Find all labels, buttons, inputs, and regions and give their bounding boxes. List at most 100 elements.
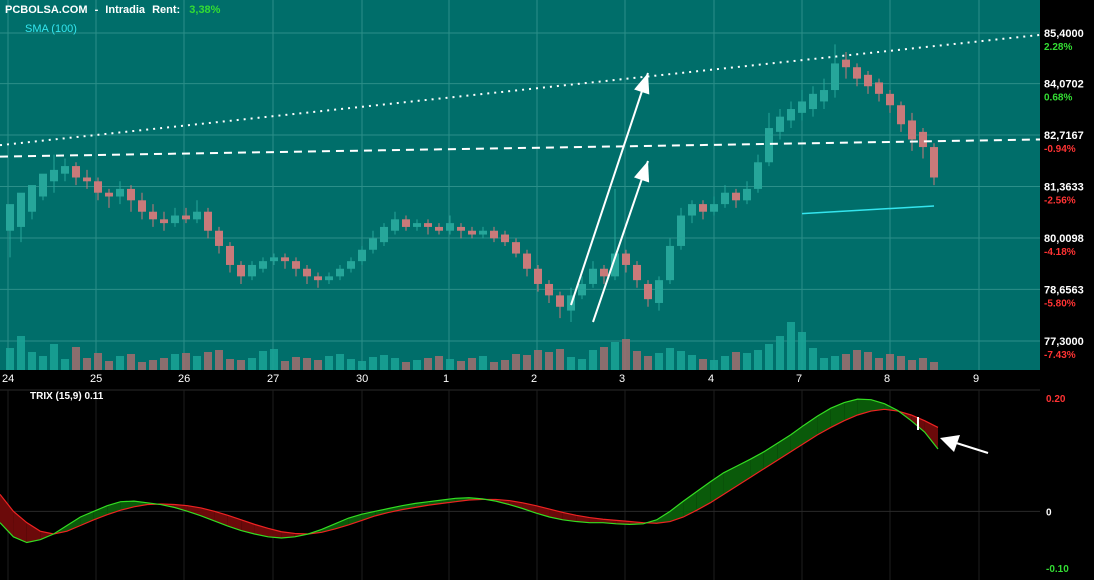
trix-fill xyxy=(388,505,402,513)
volume-bar xyxy=(380,355,388,370)
price-grid xyxy=(0,0,1040,370)
candle xyxy=(226,245,234,265)
volume-bar xyxy=(292,357,300,370)
pct-tick: -2.56% xyxy=(1044,195,1076,206)
candle xyxy=(325,276,333,281)
candle xyxy=(259,261,267,269)
candle xyxy=(545,283,553,296)
trix-fill xyxy=(321,523,335,533)
volume-bar xyxy=(831,356,839,370)
volume-bar xyxy=(94,353,102,370)
price-axis: 85,4000 2.28% 84,0702 0.68% 82,7167 -0.94% 81,… xyxy=(1044,28,1084,361)
volume-bar xyxy=(501,360,509,370)
volume-bar xyxy=(314,360,322,370)
volume-bar xyxy=(336,354,344,370)
candle xyxy=(369,238,377,250)
candle xyxy=(171,215,179,224)
candle xyxy=(413,223,421,227)
mode-label: Intradia xyxy=(105,4,146,16)
volume-bar xyxy=(50,344,58,370)
volume-bar xyxy=(193,356,201,370)
candle xyxy=(501,234,509,243)
volume-bar xyxy=(622,339,630,370)
volume-bar xyxy=(127,354,135,370)
candle xyxy=(127,188,135,201)
candle xyxy=(193,211,201,220)
volume-bar xyxy=(237,360,245,370)
price-panel[interactable] xyxy=(0,0,1040,370)
pct-tick: 2.28% xyxy=(1044,42,1072,53)
volume-bar xyxy=(930,362,938,370)
date-axis xyxy=(0,370,1040,388)
volume-bar xyxy=(325,356,333,370)
volume-bar xyxy=(490,362,498,370)
price-tick: 84,0702 xyxy=(1044,79,1084,91)
rent-label: Rent: xyxy=(152,4,180,16)
sma-legend: SMA (100) xyxy=(25,23,77,35)
candle xyxy=(303,268,311,277)
date-label: 7 xyxy=(796,373,802,385)
trix-label: TRIX (15,9) 0.11 xyxy=(30,391,104,402)
volume-bar xyxy=(556,349,564,370)
trix-axis-tick: -0.10 xyxy=(1046,564,1069,575)
volume-bar xyxy=(105,361,113,370)
volume-bar xyxy=(61,359,69,370)
date-label: 27 xyxy=(267,373,279,385)
date-label: 1 xyxy=(443,373,449,385)
candle xyxy=(831,63,839,91)
candle xyxy=(864,74,872,87)
candle xyxy=(204,211,212,231)
candle xyxy=(908,120,916,140)
volume-bar xyxy=(644,356,652,370)
candle xyxy=(853,67,861,79)
arrow-1-head xyxy=(634,73,650,95)
candle xyxy=(721,192,729,205)
volume-bar xyxy=(17,336,25,370)
candle xyxy=(512,242,520,254)
site-name: PCBOLSA.COM xyxy=(5,4,88,16)
candle xyxy=(897,105,905,125)
trix-fill xyxy=(683,491,697,517)
trix-fill xyxy=(120,501,134,511)
candle xyxy=(6,204,14,231)
trix-fill xyxy=(656,511,670,524)
header-separator: - xyxy=(95,4,99,16)
volume-bar xyxy=(215,350,223,370)
date-label: 3 xyxy=(619,373,625,385)
volume-bar xyxy=(864,352,872,370)
volume-bar xyxy=(182,353,190,370)
volume-bar xyxy=(303,358,311,370)
candle xyxy=(116,188,124,197)
pct-tick: -4.18% xyxy=(1044,247,1076,258)
volume-bar xyxy=(655,353,663,370)
date-label: 9 xyxy=(973,373,979,385)
candle xyxy=(105,192,113,197)
trix-fill xyxy=(187,505,201,516)
volume-bar xyxy=(589,350,597,370)
volume-bar xyxy=(149,360,157,370)
pct-tick: -0.94% xyxy=(1044,144,1076,155)
trix-fill xyxy=(857,399,871,415)
trix-fill xyxy=(844,399,858,421)
candle xyxy=(600,268,608,277)
annotation-arrows xyxy=(570,72,650,323)
volume-bar xyxy=(204,352,212,370)
volume-bar xyxy=(886,354,894,370)
volume-bar xyxy=(72,347,80,370)
price-tick: 82,7167 xyxy=(1044,130,1084,142)
volume-bar xyxy=(743,353,751,370)
volume-bar xyxy=(732,352,740,370)
candle xyxy=(292,261,300,269)
candle xyxy=(182,215,190,220)
trix-fill xyxy=(871,399,885,412)
candle xyxy=(248,264,256,277)
trendlines xyxy=(0,33,1041,215)
volume-bar xyxy=(512,354,520,370)
candle xyxy=(457,226,465,231)
candle xyxy=(336,268,344,277)
pct-tick: -7.43% xyxy=(1044,350,1076,361)
volume-bar xyxy=(160,358,168,370)
candle xyxy=(402,219,410,227)
trix-fill xyxy=(335,518,349,529)
trix-fill xyxy=(13,511,27,543)
